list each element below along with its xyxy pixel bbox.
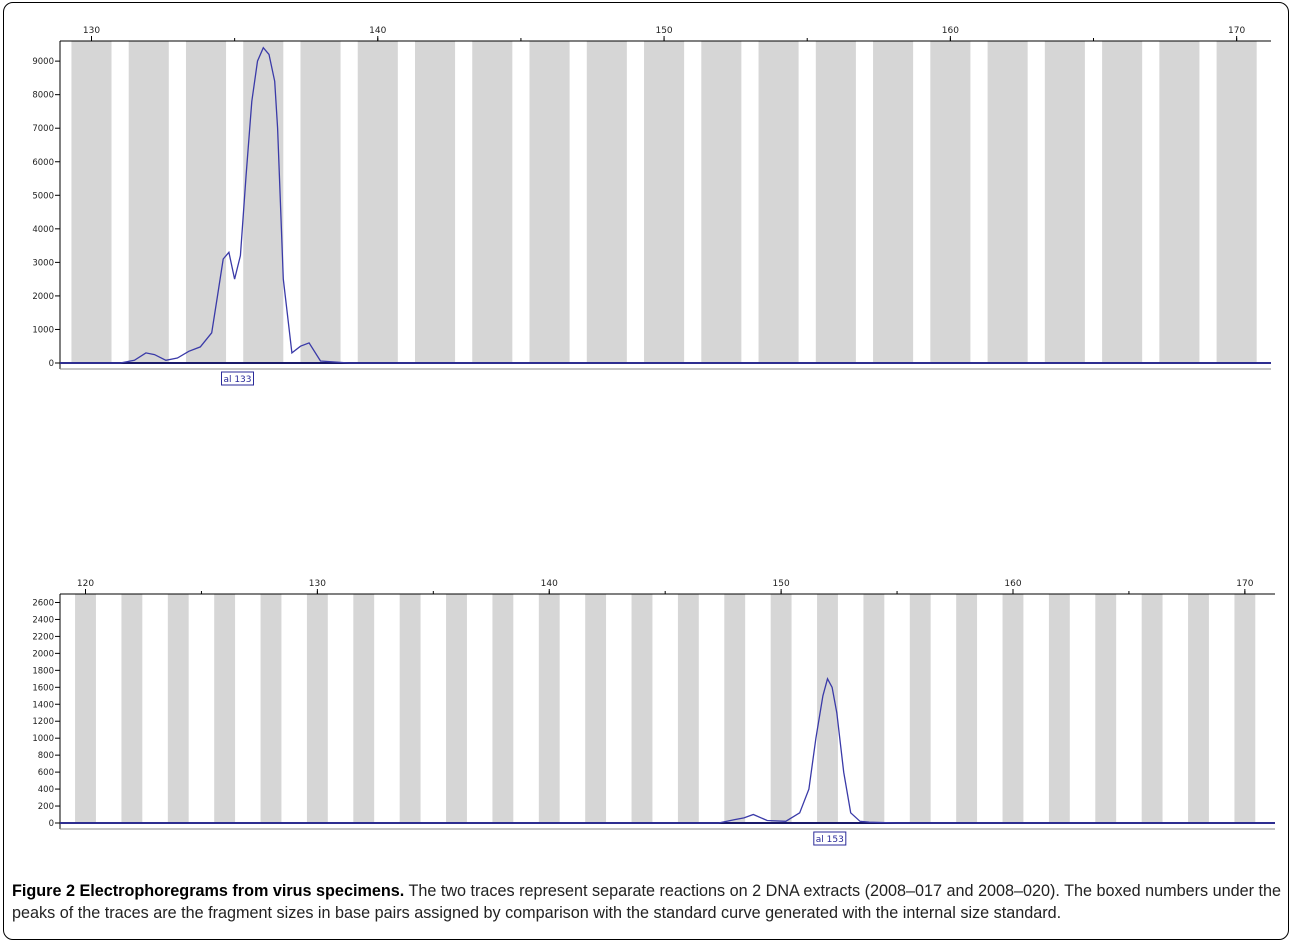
x-tick-label: 130 — [83, 26, 100, 36]
bin-bar — [128, 41, 169, 363]
y-tick-label: 0 — [49, 819, 54, 829]
bin-bar — [260, 594, 282, 823]
x-tick-label: 170 — [1236, 579, 1253, 589]
bin-bar — [357, 41, 398, 363]
bin-bar — [399, 594, 421, 823]
x-tick-label: 150 — [655, 26, 672, 36]
y-tick-label: 6000 — [32, 158, 54, 168]
y-tick-label: 0 — [49, 359, 54, 369]
y-tick-label: 1200 — [32, 717, 54, 727]
x-tick-label: 150 — [773, 579, 790, 589]
y-tick-label: 2400 — [32, 615, 54, 625]
bin-bar — [930, 41, 971, 363]
y-tick-label: 600 — [38, 768, 54, 778]
bin-bar — [538, 594, 560, 823]
bin-bar — [353, 594, 375, 823]
caption-title: Figure 2 Electrophoregrams from virus sp… — [12, 882, 405, 900]
bin-bar — [243, 41, 284, 363]
bin-bar — [1141, 594, 1163, 823]
bin-bar — [631, 594, 653, 823]
bin-bar — [472, 41, 513, 363]
y-tick-label: 7000 — [32, 124, 54, 134]
bin-bar — [585, 594, 607, 823]
bin-bar — [701, 41, 742, 363]
y-tick-label: 1000 — [32, 734, 54, 744]
y-tick-label: 1800 — [32, 666, 54, 676]
bin-bar — [644, 41, 685, 363]
x-tick-label: 120 — [77, 579, 94, 589]
y-tick-label: 5000 — [32, 191, 54, 201]
bin-bar — [214, 594, 236, 823]
bin-bar — [724, 594, 746, 823]
bin-bar — [956, 594, 978, 823]
bin-bar — [586, 41, 627, 363]
peak-label: al 153 — [816, 835, 844, 845]
bin-bar — [815, 41, 856, 363]
trace-line — [60, 46, 1271, 364]
bin-bar — [770, 594, 792, 823]
y-tick-label: 200 — [38, 802, 54, 812]
bin-bar — [1188, 594, 1209, 823]
peak-label: al 133 — [223, 375, 251, 385]
bin-bar — [306, 594, 328, 823]
bin-bar — [446, 594, 467, 823]
bin-bar — [1048, 594, 1070, 823]
y-tick-label: 3000 — [32, 258, 54, 268]
bin-bar — [1095, 594, 1117, 823]
bin-bar — [1044, 41, 1085, 363]
bin-bar — [873, 41, 914, 363]
y-tick-label: 800 — [38, 751, 54, 761]
bin-bar — [909, 594, 931, 823]
figure-caption: Figure 2 Electrophoregrams from virus sp… — [12, 880, 1282, 924]
bin-bar — [167, 594, 189, 823]
bin-bar — [1234, 594, 1256, 823]
bin-bar — [1216, 41, 1257, 363]
bin-bar — [677, 594, 699, 823]
bin-bar — [75, 594, 96, 823]
x-tick-label: 160 — [942, 26, 959, 36]
bin-bar — [1159, 41, 1200, 363]
y-tick-label: 2000 — [32, 649, 54, 659]
y-tick-label: 4000 — [32, 225, 54, 235]
y-tick-label: 400 — [38, 785, 54, 795]
x-tick-label: 140 — [369, 26, 386, 36]
y-tick-label: 1600 — [32, 683, 54, 693]
bin-bar — [492, 594, 514, 823]
y-tick-label: 1400 — [32, 700, 54, 710]
x-tick-label: 130 — [309, 579, 326, 589]
peak-label-box — [220, 371, 254, 386]
bin-bar — [529, 41, 570, 363]
y-tick-label: 2200 — [32, 632, 54, 642]
y-tick-label: 9000 — [32, 57, 54, 67]
figure-frame — [3, 2, 1289, 940]
y-tick-label: 2600 — [32, 598, 54, 608]
bin-bar — [121, 594, 143, 823]
trace-line — [60, 677, 1275, 824]
bin-bar — [300, 41, 341, 363]
bin-bar — [1002, 594, 1024, 823]
peak-label-box — [813, 831, 847, 846]
panel-1: 130 140 150 160 170 0 1000 2000 3000 4000 5000 6000… — [32, 26, 1271, 386]
x-tick-label: 170 — [1228, 26, 1245, 36]
bin-bar — [71, 41, 112, 363]
caption-text: The two traces represent separate reacti… — [12, 882, 1282, 922]
bin-bar — [758, 41, 799, 363]
y-tick-label: 1000 — [32, 325, 54, 335]
x-tick-label: 160 — [1004, 579, 1021, 589]
bin-bar — [414, 41, 456, 363]
y-tick-label: 8000 — [32, 91, 54, 101]
bin-bar — [863, 594, 885, 823]
bin-bar — [1102, 41, 1143, 363]
bin-bar — [987, 41, 1028, 363]
bin-bar — [817, 594, 838, 823]
panel-2: 120 130 140 150 160 170 0 200 400 600 800 1000 1200 1… — [32, 579, 1275, 846]
x-tick-label: 140 — [541, 579, 558, 589]
bin-bar — [185, 41, 227, 363]
y-tick-label: 2000 — [32, 292, 54, 302]
